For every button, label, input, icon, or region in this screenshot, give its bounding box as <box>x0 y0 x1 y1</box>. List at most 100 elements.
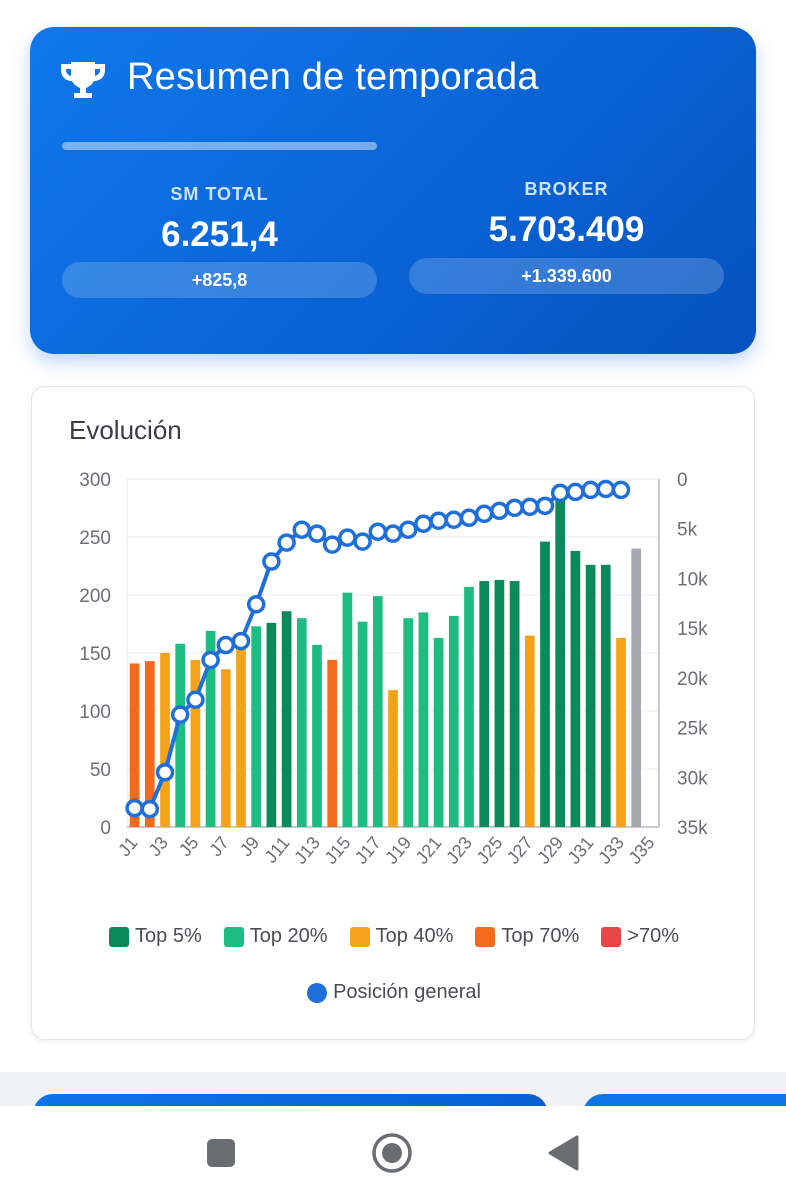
position-point <box>368 522 388 541</box>
position-point <box>414 514 433 533</box>
bar <box>616 637 626 827</box>
bar <box>129 663 140 827</box>
position-point <box>490 501 509 521</box>
position-point <box>474 504 494 524</box>
x-tick-label: J1 <box>114 833 142 860</box>
back-icon[interactable] <box>546 1135 580 1171</box>
y-tick-label: 150 <box>79 644 111 665</box>
position-point <box>125 798 144 818</box>
y2-tick-label: 10k <box>677 569 708 590</box>
bar <box>585 564 596 827</box>
y2-tick-label: 25k <box>677 719 708 740</box>
bar <box>357 621 368 827</box>
season-summary-card: Resumen de temporada SM TOTAL 6.251,4 +8… <box>30 27 756 354</box>
position-point <box>155 763 175 782</box>
x-tick-label: J27 <box>503 833 537 868</box>
y2-tick-label: 20k <box>677 669 708 690</box>
position-point <box>216 635 236 655</box>
bar <box>388 690 398 827</box>
home-icon[interactable] <box>371 1132 413 1174</box>
legend-swatch <box>601 926 622 947</box>
x-tick-label: J35 <box>624 833 658 868</box>
x-tick-label: J33 <box>594 833 628 868</box>
bar <box>464 586 474 827</box>
y2-tick-label: 15k <box>677 619 708 640</box>
evolution-chart-card: Evolución 0 50 100 150 200 250 300 0 5k 10k 15k 20k… <box>31 386 755 1040</box>
position-point <box>201 650 220 670</box>
position-point <box>429 511 448 531</box>
legend-dot <box>307 982 328 1003</box>
x-tick-label: J21 <box>412 833 446 868</box>
bar <box>448 615 459 827</box>
position-point <box>520 497 540 517</box>
bar <box>205 630 216 827</box>
bar <box>631 548 642 827</box>
bar <box>266 622 277 827</box>
x-tick-label: J7 <box>205 833 233 860</box>
legend-label: >70% <box>627 925 679 947</box>
bar <box>312 644 322 827</box>
legend-item-position[interactable]: Posición general <box>307 981 481 1004</box>
position-point <box>246 595 266 614</box>
x-tick-label: J29 <box>533 833 567 868</box>
position-point <box>307 524 327 543</box>
position-point <box>322 535 342 554</box>
position-point <box>277 533 296 552</box>
bar <box>418 612 429 827</box>
y2-tick-label: 5k <box>677 520 698 541</box>
bar <box>600 564 611 827</box>
bar <box>509 581 520 827</box>
legend-label: Top 70% <box>501 925 580 947</box>
legend-item[interactable]: Top 70% <box>475 925 579 948</box>
legend-label: Top 5% <box>135 925 202 947</box>
position-point <box>611 480 631 500</box>
bar <box>251 626 262 827</box>
broker-delta: +1.339.600 <box>409 258 724 294</box>
trophy-icon <box>61 62 105 98</box>
recents-icon[interactable] <box>206 1138 236 1168</box>
position-point <box>140 799 160 819</box>
bar <box>190 659 201 827</box>
bar <box>296 618 307 827</box>
bar <box>570 550 581 827</box>
y-tick-label: 50 <box>90 760 111 781</box>
title-divider <box>62 142 377 150</box>
position-point <box>444 510 464 530</box>
bar <box>144 661 155 827</box>
position-point <box>383 524 403 543</box>
position-point <box>186 690 205 709</box>
bar <box>175 643 186 827</box>
bar <box>403 618 414 827</box>
legend-label: Top 40% <box>375 925 454 947</box>
position-point <box>505 498 524 518</box>
chart-line-legend: Posición general <box>32 981 756 1004</box>
bar <box>540 541 550 827</box>
legend-item[interactable]: Top 40% <box>349 925 454 948</box>
sm-total-delta: +825,8 <box>62 262 377 298</box>
x-tick-label: J19 <box>381 833 415 868</box>
position-point <box>566 482 585 502</box>
x-tick-label: J25 <box>472 833 506 868</box>
bar <box>372 596 383 827</box>
legend-item[interactable]: Top 20% <box>223 925 328 948</box>
chart-legend: Top 5% Top 20% Top 40% Top 70% >70% <box>32 925 756 948</box>
bar <box>236 643 246 827</box>
legend-item[interactable]: >70% <box>601 925 679 948</box>
bar <box>524 635 535 827</box>
position-point <box>535 496 555 516</box>
position-point <box>170 705 190 724</box>
x-tick-label: J13 <box>290 833 324 868</box>
broker-label: BROKER <box>524 179 609 199</box>
bar <box>342 592 353 827</box>
position-point <box>338 528 357 547</box>
y-tick-label: 300 <box>79 470 111 491</box>
y-tick-label: 100 <box>79 702 111 723</box>
legend-swatch <box>223 926 244 947</box>
y-tick-label: 250 <box>79 528 111 549</box>
legend-item[interactable]: Top 5% <box>109 925 202 948</box>
position-point <box>353 532 372 551</box>
sm-total-value: 6.251,4 <box>161 215 278 254</box>
position-point <box>231 631 251 651</box>
legend-swatch <box>349 926 370 947</box>
bar <box>160 653 170 827</box>
